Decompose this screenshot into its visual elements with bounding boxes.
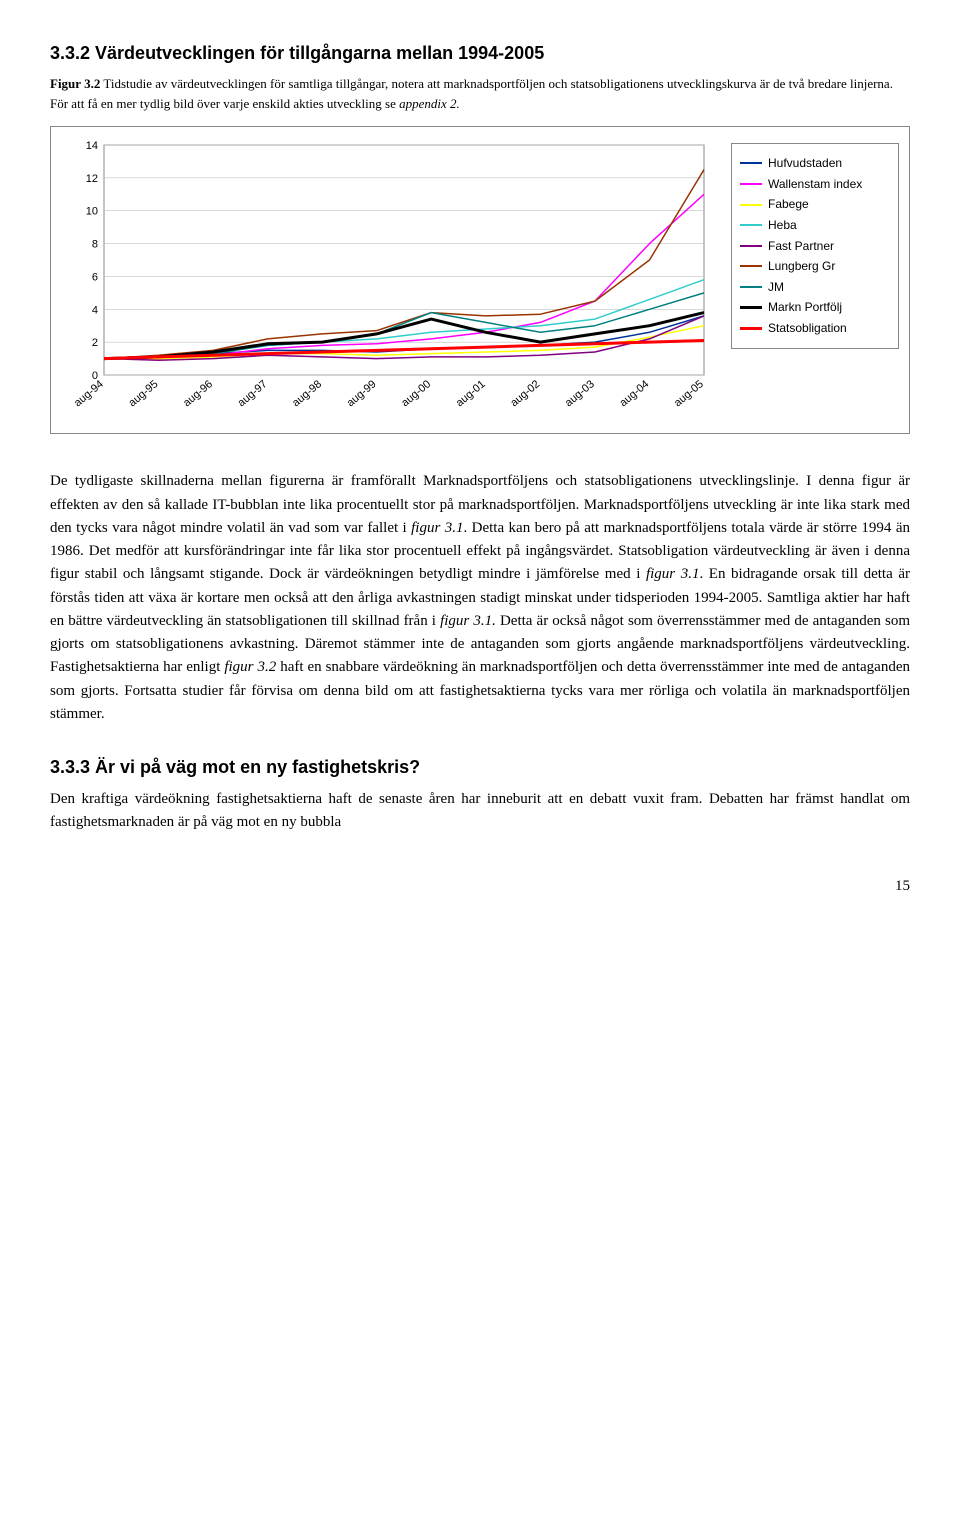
- svg-text:6: 6: [92, 272, 98, 284]
- legend-label: Hufvudstaden: [768, 154, 842, 173]
- legend-item: Hufvudstaden: [740, 154, 890, 173]
- svg-text:8: 8: [92, 239, 98, 251]
- legend-label: Fast Partner: [768, 237, 834, 256]
- legend-item: Wallenstam index: [740, 175, 890, 194]
- svg-text:aug-00: aug-00: [399, 378, 433, 409]
- svg-text:aug-94: aug-94: [72, 378, 106, 409]
- subsection-heading: 3.3.3 Är vi på väg mot en ny fastighetsk…: [50, 754, 910, 782]
- svg-text:aug-02: aug-02: [508, 378, 542, 409]
- legend-swatch: [740, 286, 762, 288]
- svg-text:aug-96: aug-96: [181, 378, 215, 409]
- chart-legend: Hufvudstaden Wallenstam indexFabege Heba Fa…: [731, 143, 899, 348]
- svg-text:14: 14: [86, 140, 98, 152]
- svg-text:aug-97: aug-97: [236, 378, 270, 409]
- body-paragraph-1: De tydligaste skillnaderna mellan figure…: [50, 470, 910, 726]
- page-number: 15: [50, 875, 910, 898]
- legend-item: Markn Portfölj: [740, 298, 890, 317]
- figure-caption-text: Tidstudie av värdeutvecklingen för samtl…: [50, 76, 893, 111]
- svg-text:aug-95: aug-95: [127, 378, 161, 409]
- legend-label: Fabege: [768, 195, 809, 214]
- figure-caption-appendix: appendix 2.: [399, 96, 460, 111]
- legend-label: Heba: [768, 216, 797, 235]
- svg-text:12: 12: [86, 173, 98, 185]
- legend-item: JM: [740, 278, 890, 297]
- legend-swatch: [740, 306, 762, 309]
- svg-text:aug-03: aug-03: [563, 378, 597, 409]
- legend-item: Fast Partner: [740, 237, 890, 256]
- legend-item: Heba: [740, 216, 890, 235]
- figure-caption: Figur 3.2 Tidstudie av värdeutvecklingen…: [50, 74, 910, 114]
- figure-label: Figur 3.2: [50, 76, 100, 91]
- svg-text:aug-99: aug-99: [345, 378, 379, 409]
- chart-plot-area: 02468101214aug-94aug-95aug-96aug-97aug-9…: [61, 139, 719, 427]
- svg-text:aug-98: aug-98: [290, 378, 324, 409]
- legend-item: Fabege: [740, 195, 890, 214]
- legend-label: Statsobligation: [768, 319, 847, 338]
- svg-text:2: 2: [92, 337, 98, 349]
- chart-figure: 02468101214aug-94aug-95aug-96aug-97aug-9…: [50, 126, 910, 434]
- legend-swatch: [740, 224, 762, 226]
- legend-swatch: [740, 162, 762, 164]
- body-paragraph-2: Den kraftiga värdeökning fastighetsaktie…: [50, 788, 910, 835]
- legend-item: Statsobligation: [740, 319, 890, 338]
- svg-text:4: 4: [92, 304, 98, 316]
- legend-label: Markn Portfölj: [768, 298, 842, 317]
- svg-text:aug-04: aug-04: [617, 378, 651, 409]
- section-heading: 3.3.2 Värdeutvecklingen för tillgångarna…: [50, 40, 910, 68]
- legend-item: Lungberg Gr: [740, 257, 890, 276]
- legend-swatch: [740, 183, 762, 185]
- svg-text:aug-01: aug-01: [454, 378, 488, 409]
- legend-swatch: [740, 327, 762, 330]
- svg-text:10: 10: [86, 206, 98, 218]
- legend-swatch: [740, 265, 762, 267]
- legend-swatch: [740, 245, 762, 247]
- legend-label: Lungberg Gr: [768, 257, 835, 276]
- line-chart: 02468101214aug-94aug-95aug-96aug-97aug-9…: [61, 139, 719, 419]
- legend-label: JM: [768, 278, 784, 297]
- legend-label: Wallenstam index: [768, 175, 862, 194]
- legend-swatch: [740, 204, 762, 206]
- svg-text:aug-05: aug-05: [672, 378, 706, 409]
